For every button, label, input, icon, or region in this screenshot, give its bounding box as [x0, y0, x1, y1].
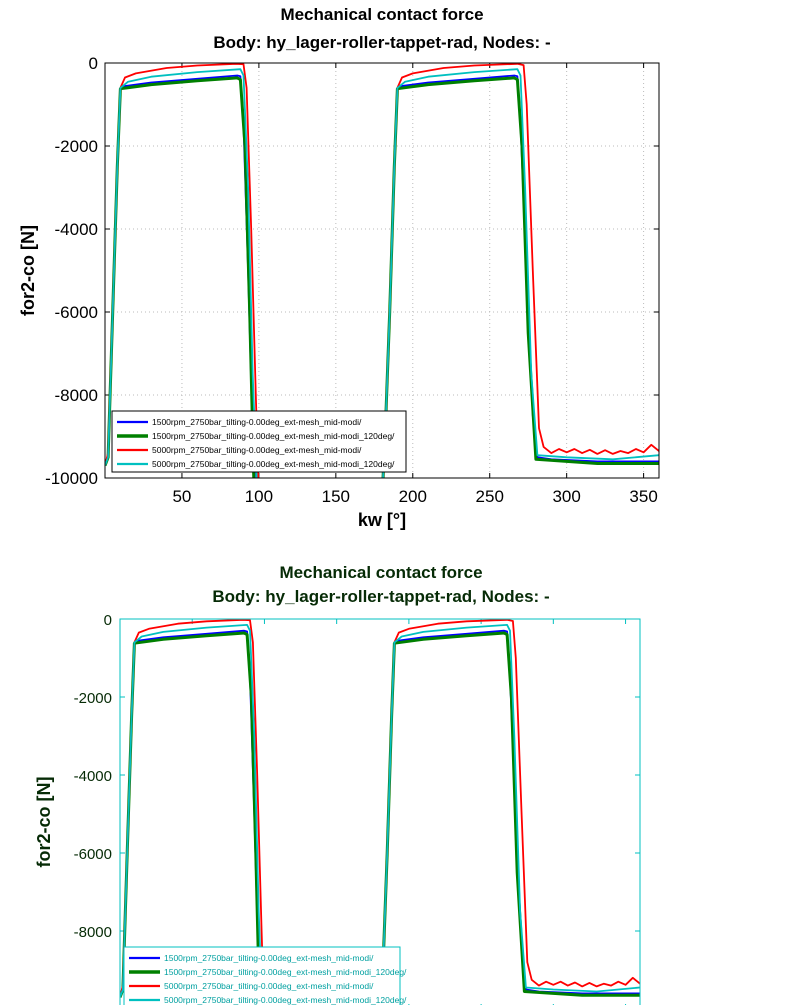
legend-box [111, 410, 407, 473]
legend-entry: 1500rpm_2750bar_tilting-0.00deg_ext-mesh… [152, 417, 362, 427]
legend-entry: 5000rpm_2750bar_tilting-0.00deg_ext-mesh… [152, 445, 362, 455]
legend: 1500rpm_2750bar_tilting-0.00deg_ext-mesh… [111, 410, 407, 473]
legend-entry: 5000rpm_2750bar_tilting-0.00deg_ext-mesh… [164, 981, 374, 991]
y-tick-label: 0 [89, 54, 98, 73]
plot-frame [119, 618, 641, 1005]
y-tick-label: -10000 [45, 469, 98, 488]
x-tick-label: 200 [399, 487, 427, 506]
y-tick-label: -2000 [55, 137, 98, 156]
legend-box [123, 946, 401, 1005]
legend-entry: 5000rpm_2750bar_tilting-0.00deg_ext-mesh… [164, 995, 407, 1005]
y-tick-label: 0 [104, 612, 112, 629]
y-tick-label: -6000 [74, 846, 112, 863]
chart-subtitle: Body: hy_lager-roller-tappet-rad, Nodes:… [212, 587, 549, 606]
series-line-3 [105, 63, 659, 478]
chart-2: Mechanical contact force Body: hy_lager-r… [34, 563, 641, 1005]
y-axis-label: for2-co [N] [18, 225, 38, 316]
y-tick-label: -6000 [55, 303, 98, 322]
legend-entry: 5000rpm_2750bar_tilting-0.00deg_ext-mesh… [152, 459, 395, 469]
x-tick-label: 100 [245, 487, 273, 506]
y-axis-label: for2-co [N] [34, 777, 54, 868]
y-tick-label: -8000 [74, 924, 112, 941]
x-axis-label: kw [°] [358, 510, 406, 530]
y-tick-label: -4000 [55, 220, 98, 239]
chart-title: Mechanical contact force [279, 563, 482, 582]
y-tick-label: -2000 [74, 690, 112, 707]
x-tick-label: 250 [476, 487, 504, 506]
x-tick-label: 150 [322, 487, 350, 506]
legend-entry: 1500rpm_2750bar_tilting-0.00deg_ext-mesh… [164, 967, 407, 977]
chart-title: Mechanical contact force [280, 5, 483, 24]
legend-entry: 1500rpm_2750bar_tilting-0.00deg_ext-mesh… [164, 953, 374, 963]
plot-frame [104, 62, 660, 479]
chart-subtitle: Body: hy_lager-roller-tappet-rad, Nodes:… [213, 33, 550, 52]
x-tick-label: 350 [629, 487, 657, 506]
y-tick-label: -4000 [74, 768, 112, 785]
x-tick-label: 50 [172, 487, 191, 506]
chart-1: Mechanical contact force Body: hy_lager-r… [18, 5, 660, 530]
y-tick-label: -8000 [55, 386, 98, 405]
series-line-3 [120, 619, 640, 1005]
x-tick-label: 300 [552, 487, 580, 506]
legend: 1500rpm_2750bar_tilting-0.00deg_ext-mesh… [123, 946, 407, 1005]
legend-entry: 1500rpm_2750bar_tilting-0.00deg_ext-mesh… [152, 431, 395, 441]
